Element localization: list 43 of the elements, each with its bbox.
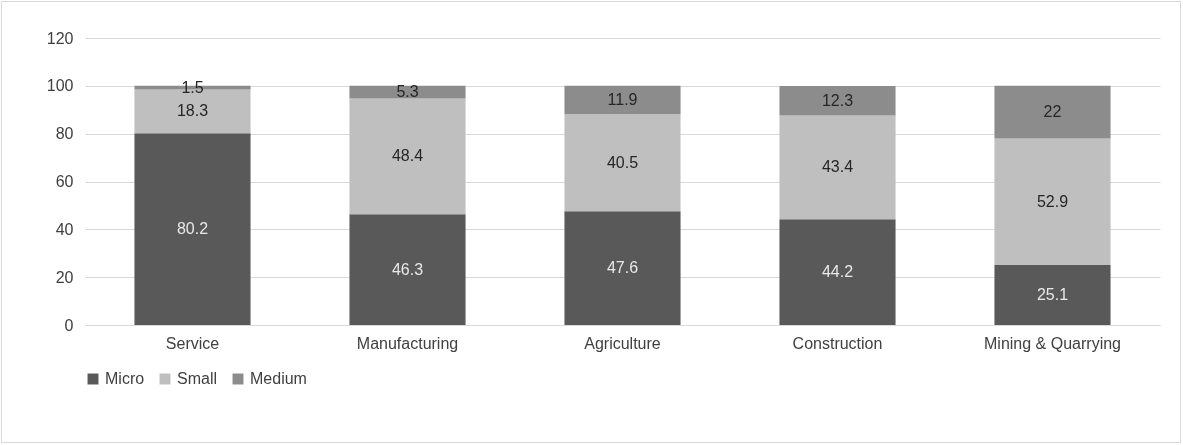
y-tick-label: 20 <box>55 268 74 286</box>
y-tick-label: 100 <box>46 77 74 95</box>
y-tick-label: 80 <box>55 125 74 143</box>
data-label: 40.5 <box>606 153 639 171</box>
bar <box>994 85 1111 139</box>
data-label: 44.2 <box>821 263 854 281</box>
bar <box>134 133 251 325</box>
legend-label: Micro <box>105 370 145 387</box>
bar <box>779 115 896 220</box>
data-label: 11.9 <box>607 91 638 109</box>
legend-label: Small <box>177 370 218 387</box>
bar <box>564 211 681 325</box>
x-tick-label: Manufacturing <box>356 334 459 352</box>
bar <box>564 114 681 212</box>
data-label: 47.6 <box>606 259 639 277</box>
x-tick-label: Construction <box>792 334 883 352</box>
bar <box>349 98 466 215</box>
legend-label: Medium <box>250 370 307 387</box>
data-label: 12.3 <box>821 91 854 109</box>
data-label: 43.4 <box>821 158 854 176</box>
bar <box>564 85 681 115</box>
bar <box>349 85 466 99</box>
x-tick-label: Agriculture <box>584 334 661 352</box>
data-label: 80.2 <box>176 220 209 238</box>
data-label: 5.3 <box>396 83 419 101</box>
bar <box>779 86 896 116</box>
bar <box>994 138 1111 265</box>
bar <box>779 219 896 325</box>
data-label: 48.4 <box>391 147 424 165</box>
data-label: 22 <box>1043 103 1062 121</box>
data-label: 18.3 <box>176 102 209 120</box>
bar <box>994 264 1111 325</box>
y-tick-label: 60 <box>55 173 74 190</box>
bar <box>349 214 466 325</box>
y-tick-label: 120 <box>46 29 74 47</box>
data-label: 46.3 <box>391 260 424 278</box>
data-label: 52.9 <box>1036 192 1069 210</box>
x-tick-label: Mining & Quarrying <box>984 334 1121 352</box>
x-tick-label: Service <box>165 334 220 352</box>
data-label: 25.1 <box>1036 285 1069 303</box>
y-tick-label: 40 <box>55 220 74 238</box>
y-tick-label: 0 <box>64 316 74 334</box>
data-label: 1.5 <box>181 78 204 96</box>
